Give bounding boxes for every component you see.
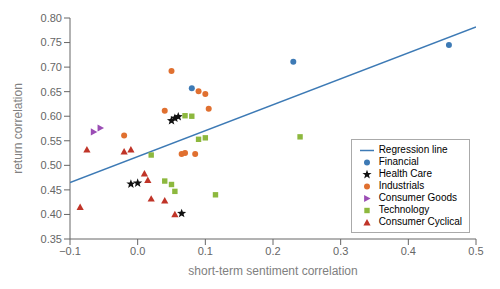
svg-text:0.70: 0.70 [41,61,62,73]
svg-text:short-term sentiment correlati: short-term sentiment correlation [188,264,357,278]
svg-text:0.0: 0.0 [130,245,145,257]
svg-text:0.75: 0.75 [41,36,62,48]
svg-text:0.40: 0.40 [41,208,62,220]
svg-text:0.45: 0.45 [41,184,62,196]
html-text:Technology: Technology [378,204,430,215]
svg-text:0.50: 0.50 [41,159,62,171]
svg-text:0.3: 0.3 [333,245,348,257]
html-text:Health Care: Health Care [378,168,432,179]
svg-text:0.5: 0.5 [468,245,483,257]
svg-text:0.60: 0.60 [41,110,62,122]
svg-text:0.4: 0.4 [401,245,416,257]
html-text:Financial: Financial [378,156,419,167]
svg-text:0.55: 0.55 [41,135,62,147]
svg-text:0.80: 0.80 [41,12,62,24]
svg-text:0.65: 0.65 [41,86,62,98]
svg-text:0.35: 0.35 [41,233,62,245]
svg-text:0.1: 0.1 [198,245,213,257]
html-text:Consumer Cyclical: Consumer Cyclical [378,216,462,227]
svg-text:−0.1: −0.1 [59,245,81,257]
html-text:Regression line: Regression line [378,144,448,155]
svg-text:return correlation: return correlation [11,83,25,174]
svg-text:0.2: 0.2 [265,245,280,257]
html-text:Consumer Goods: Consumer Goods [378,192,457,203]
html-text:Industrials: Industrials [378,180,425,191]
